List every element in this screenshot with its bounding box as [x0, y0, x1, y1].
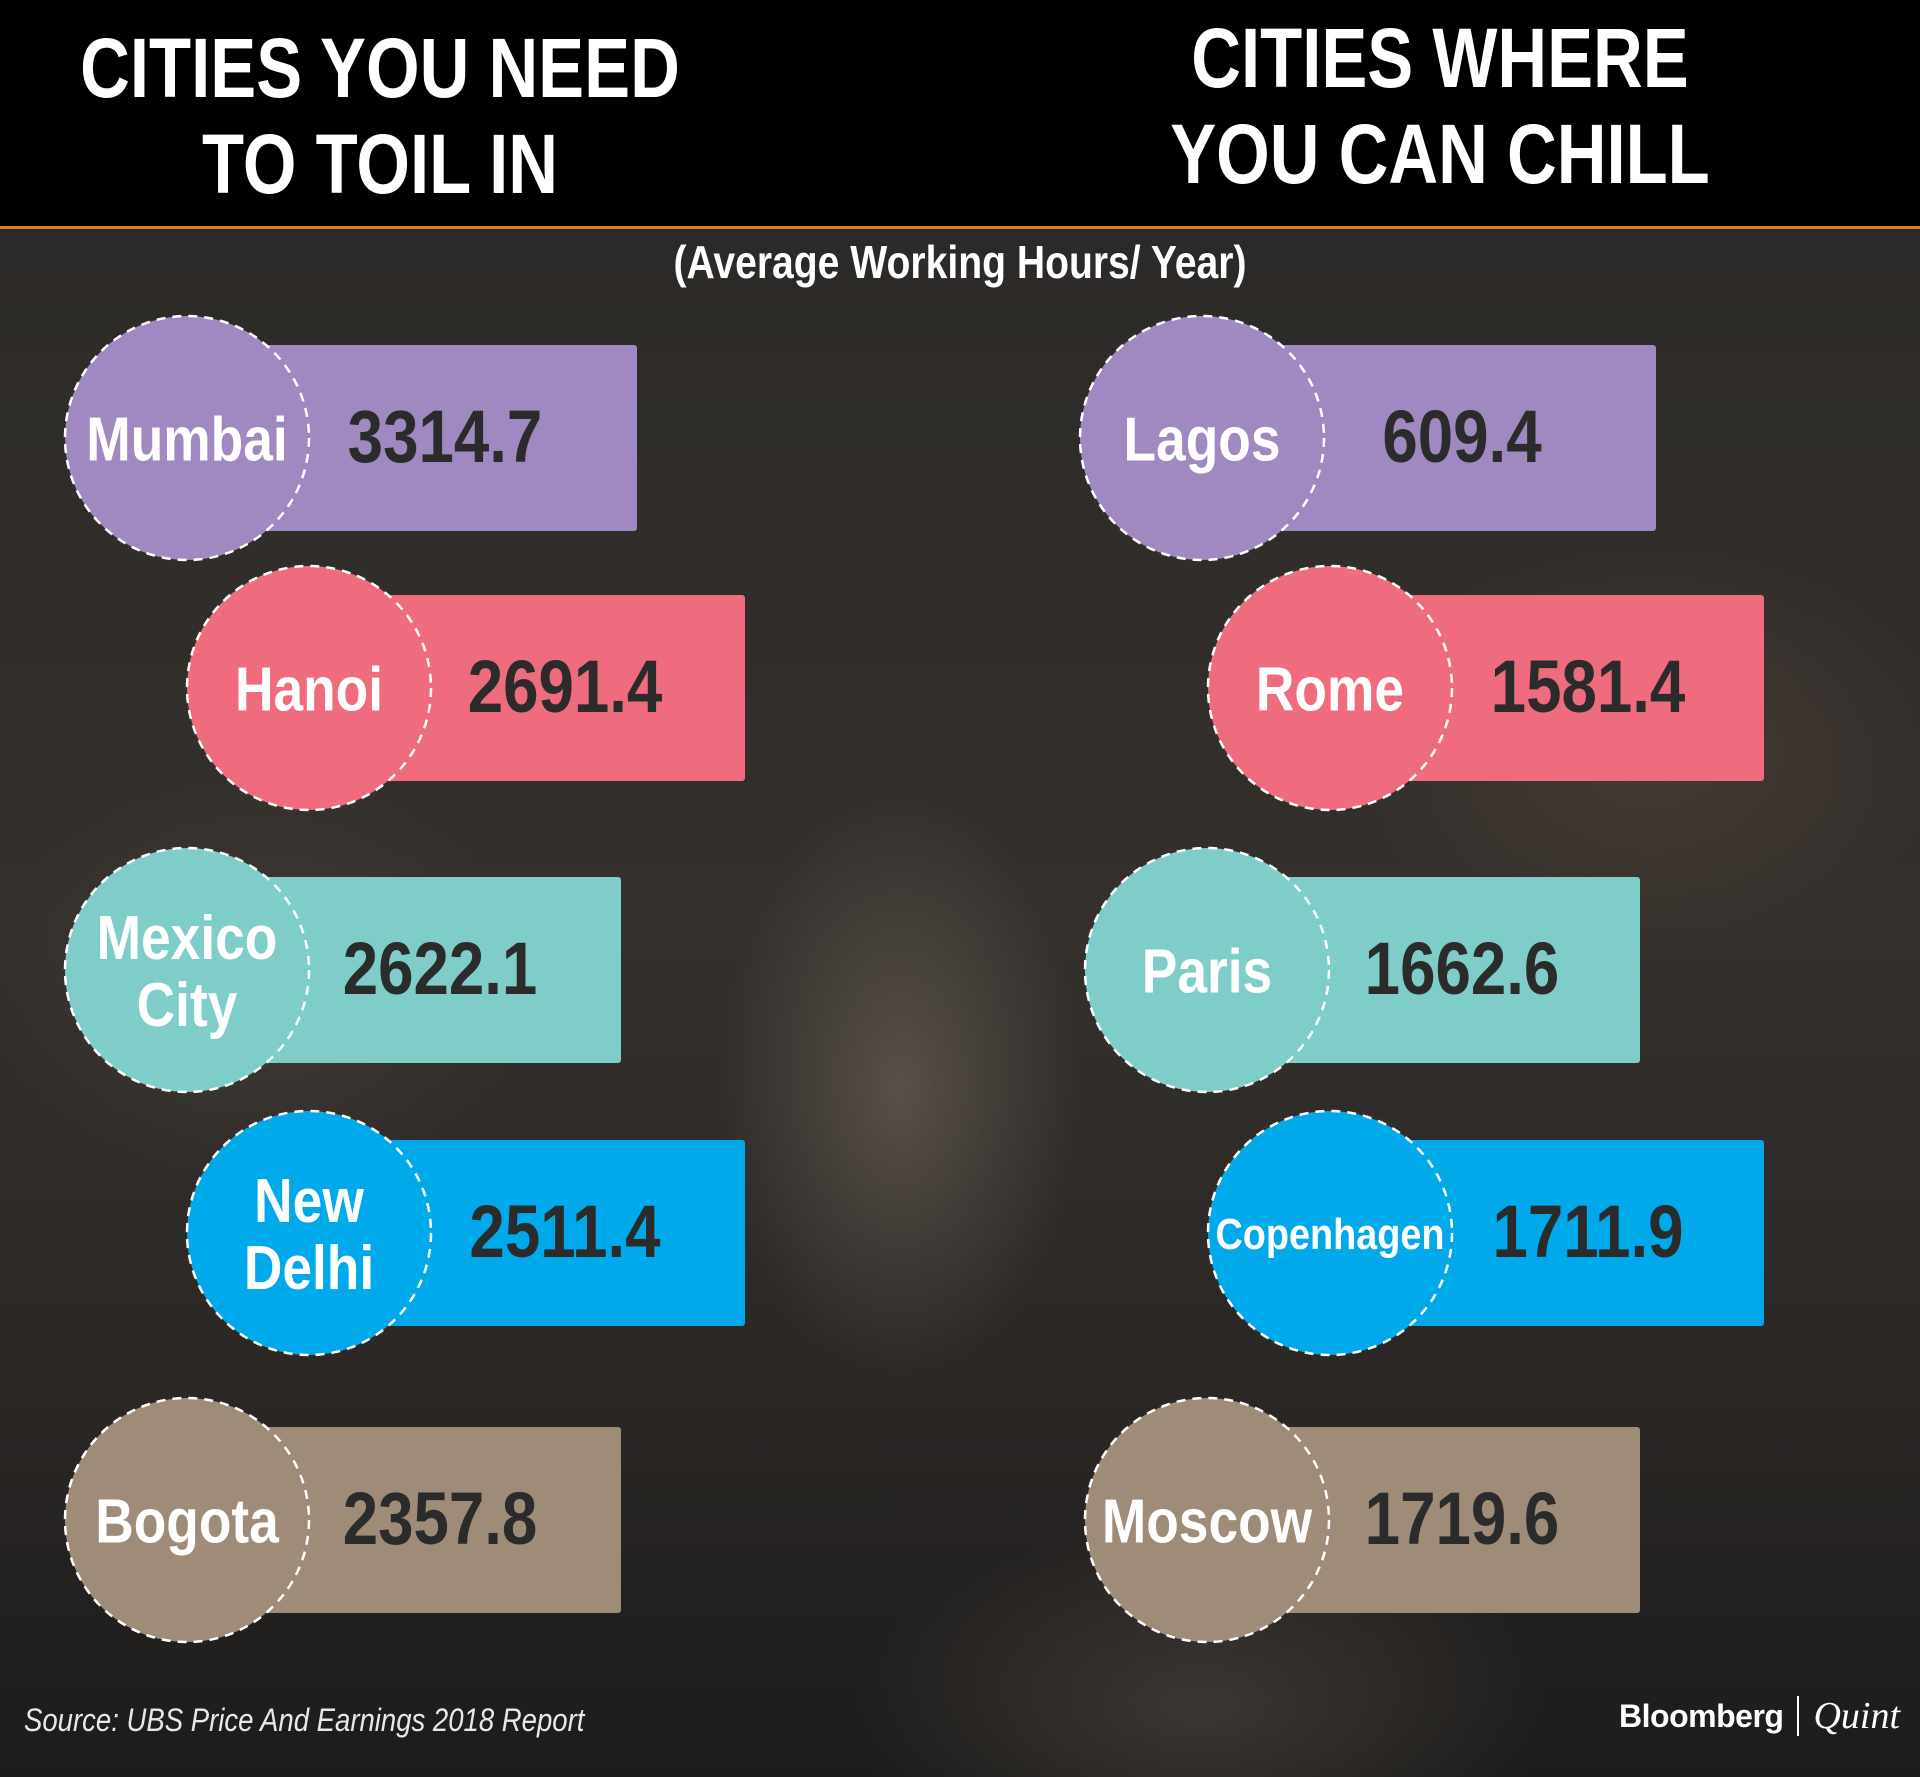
city-label-toil-4: New Delhi — [244, 1167, 374, 1303]
left-title-line-1: CITIES YOU NEED — [80, 21, 680, 115]
city-label-chill-1: Lagos — [1124, 406, 1281, 475]
right-title-line-2: YOU CAN CHILL — [1170, 107, 1710, 201]
bar-chill-4 — [1366, 1140, 1764, 1326]
chart-panel-chill: Lagos 609.4 Rome 1581.4 Paris 1662.6 Copenhage… — [1078, 314, 1764, 1644]
value-label-toil-4: 2511.4 — [469, 1191, 660, 1274]
right-title-line-1: CITIES WHERE — [1191, 11, 1689, 105]
bloomberg-wordmark: Bloomberg — [1619, 1697, 1784, 1734]
value-label-chill-2: 1581.4 — [1491, 646, 1686, 729]
bar-toil-3 — [210, 877, 621, 1063]
source-note: Source: UBS Price And Earnings 2018 Repo… — [24, 1702, 585, 1738]
city-circle-chill-1 — [1078, 314, 1326, 562]
city-label-chill-3: Paris — [1142, 938, 1272, 1007]
city-label-chill-2: Rome — [1256, 656, 1404, 725]
right-panel-title: CITIES WHERE YOU CAN CHILL — [1137, 10, 1744, 202]
quint-wordmark: Quint — [1813, 1695, 1900, 1737]
bar-chill-2 — [1366, 595, 1764, 781]
bar-toil-1 — [210, 345, 637, 531]
city-circle-chill-3 — [1083, 846, 1331, 1094]
city-circle-chill-2 — [1206, 564, 1454, 812]
city-circle-toil-5 — [63, 1396, 311, 1644]
logo-divider — [1797, 1696, 1800, 1736]
city-circle-toil-3 — [63, 846, 311, 1094]
city-label-toil-5: Bogota — [95, 1488, 279, 1557]
value-label-chill-3: 1662.6 — [1365, 928, 1560, 1011]
chart-panel-toil: Mumbai 3314.7 Hanoi 2691.4 Mexico City 2622.1 N… — [63, 314, 745, 1644]
bar-toil-4 — [318, 1140, 745, 1326]
bar-chill-3 — [1240, 877, 1640, 1063]
bar-toil-5 — [210, 1427, 621, 1613]
value-label-toil-3: 2622.1 — [343, 928, 538, 1011]
value-label-chill-1: 609.4 — [1382, 396, 1541, 479]
value-label-chill-5: 1719.6 — [1365, 1478, 1560, 1561]
bar-chill-1 — [1258, 345, 1656, 531]
city-label-chill-5: Moscow — [1102, 1488, 1313, 1557]
city-label-toil-2: Hanoi — [235, 656, 383, 725]
value-label-toil-1: 3314.7 — [348, 396, 543, 479]
bar-chill-5 — [1240, 1427, 1640, 1613]
city-circle-toil-1 — [63, 314, 311, 562]
bar-toil-2 — [318, 595, 745, 781]
city-circle-toil-4 — [185, 1109, 433, 1357]
city-circle-chill-4 — [1206, 1109, 1454, 1357]
brand-logo: Bloomberg Quint — [1619, 1690, 1900, 1742]
city-label-toil-1: Mumbai — [86, 406, 287, 475]
city-circle-toil-2 — [185, 564, 433, 812]
value-label-toil-2: 2691.4 — [468, 646, 663, 729]
city-label-toil-3: Mexico City — [97, 904, 278, 1040]
left-panel-title: CITIES YOU NEED TO TOIL IN — [68, 20, 691, 212]
left-title-line-2: TO TOIL IN — [202, 117, 558, 211]
city-circle-chill-5 — [1083, 1396, 1331, 1644]
city-label-chill-4: Copenhagen — [1215, 1209, 1444, 1258]
value-label-toil-5: 2357.8 — [343, 1478, 538, 1561]
header-bar — [0, 0, 1920, 229]
value-label-chill-4: 1711.9 — [1492, 1191, 1683, 1274]
chart-subtitle: (Average Working Hours/ Year) — [673, 236, 1247, 288]
